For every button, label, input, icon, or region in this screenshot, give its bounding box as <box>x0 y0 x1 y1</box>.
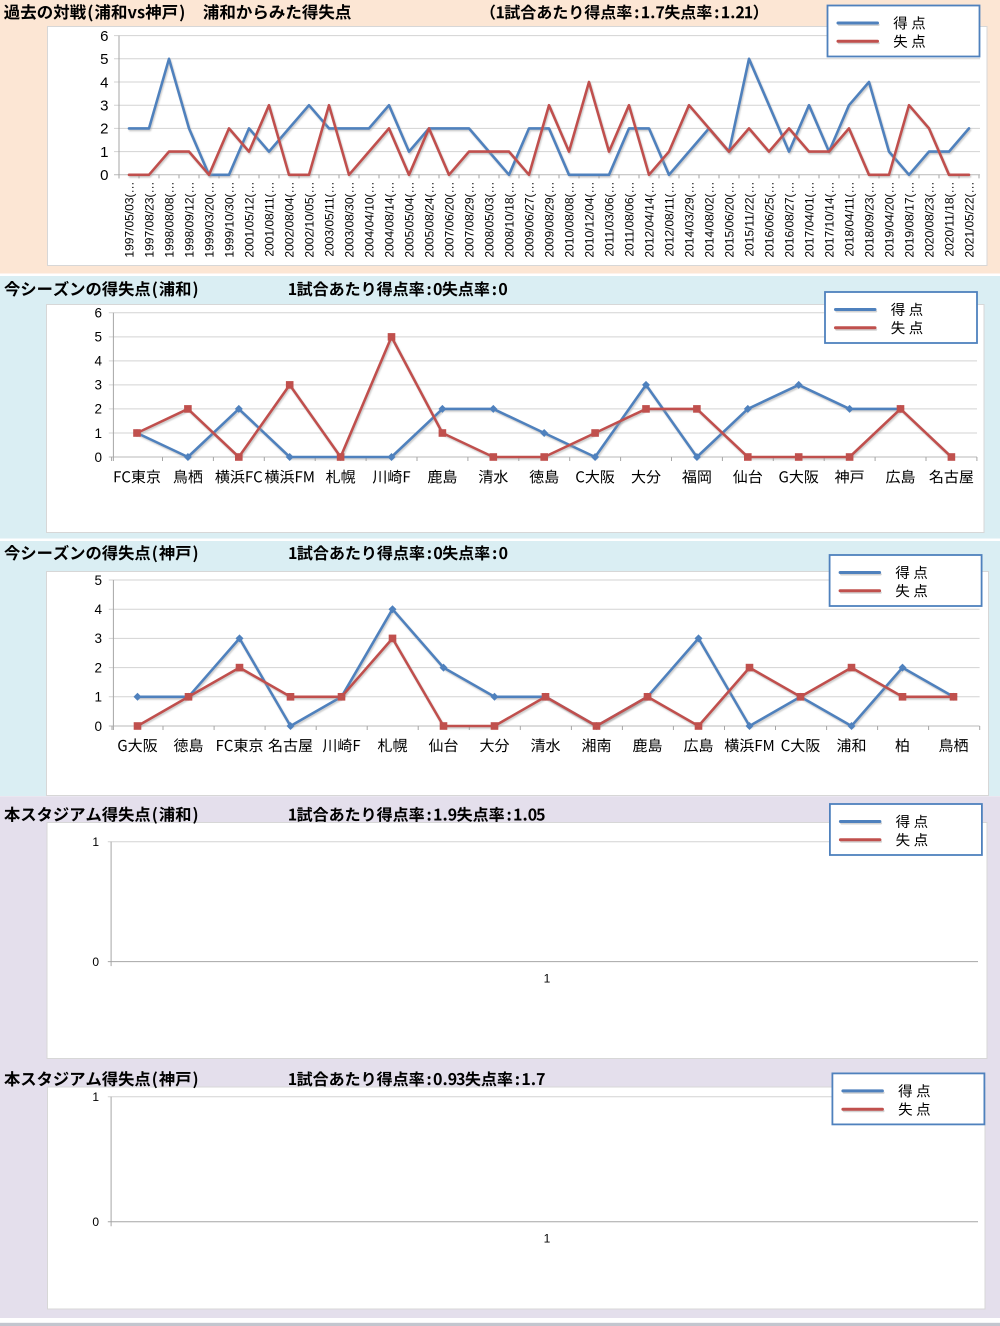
svg-text:2018/04/11(…: 2018/04/11(… <box>842 182 856 257</box>
svg-text:4: 4 <box>100 74 108 91</box>
svg-text:2004/04/10(…: 2004/04/10(… <box>362 182 376 258</box>
svg-text:2019/04/20(…: 2019/04/20(… <box>882 182 896 258</box>
svg-text:2005/05/04(…: 2005/05/04(… <box>402 182 416 258</box>
svg-text:1997/08/23(…: 1997/08/23(… <box>142 182 156 258</box>
svg-text:2014/08/02(…: 2014/08/02(… <box>702 182 716 258</box>
svg-text:2015/11/22(…: 2015/11/22(… <box>742 182 756 257</box>
svg-text:2015/06/20(…: 2015/06/20(… <box>722 182 736 258</box>
svg-text:2012/04/14(…: 2012/04/14(… <box>642 182 656 258</box>
svg-text:2016/08/27(…: 2016/08/27(… <box>782 182 796 258</box>
svg-text:1998/08/08(…: 1998/08/08(… <box>162 182 176 258</box>
svg-text:2002/08/04(…: 2002/08/04(… <box>282 182 296 258</box>
svg-text:2001/05/12(…: 2001/05/12(… <box>242 181 256 257</box>
svg-text:2001/08/11(…: 2001/08/11(… <box>262 182 276 257</box>
svg-text:1999/03/20(…: 1999/03/20(… <box>202 181 216 257</box>
svg-text:2007/06/20(…: 2007/06/20(… <box>442 182 456 258</box>
svg-text:2007/08/29(…: 2007/08/29(… <box>462 182 476 258</box>
svg-text:0: 0 <box>100 167 108 184</box>
svg-text:3: 3 <box>100 98 108 115</box>
svg-text:2018/09/23(…: 2018/09/23(… <box>862 182 876 258</box>
svg-text:2021/05/22(…: 2021/05/22(… <box>962 182 976 258</box>
svg-text:2020/08/23(…: 2020/08/23(… <box>922 182 936 258</box>
svg-text:2008/05/03(…: 2008/05/03(… <box>482 182 496 258</box>
svg-text:5: 5 <box>94 330 102 345</box>
svg-text:0: 0 <box>94 719 102 734</box>
svg-text:2003/08/30(…: 2003/08/30(… <box>342 182 356 258</box>
svg-text:2012/08/11(…: 2012/08/11(… <box>662 182 676 257</box>
svg-text:2020/11/18(…: 2020/11/18(… <box>942 182 956 257</box>
svg-text:1: 1 <box>544 971 551 985</box>
svg-text:1998/09/12(…: 1998/09/12(… <box>182 181 196 257</box>
svg-text:3: 3 <box>94 378 102 393</box>
svg-text:2017/10/14(…: 2017/10/14(… <box>822 182 836 258</box>
svg-text:2003/05/11(…: 2003/05/11(… <box>322 182 336 257</box>
svg-text:2002/10/05(…: 2002/10/05(… <box>302 182 316 258</box>
svg-text:2016/06/25(…: 2016/06/25(… <box>762 182 776 258</box>
svg-text:2017/04/01(…: 2017/04/01(… <box>802 182 816 258</box>
svg-text:0: 0 <box>92 955 99 969</box>
svg-text:2009/08/29(…: 2009/08/29(… <box>542 182 556 258</box>
svg-text:1: 1 <box>100 144 108 161</box>
svg-text:0: 0 <box>94 450 102 465</box>
svg-text:6: 6 <box>94 306 102 321</box>
svg-text:2: 2 <box>94 402 102 417</box>
svg-text:2: 2 <box>94 660 102 675</box>
svg-text:4: 4 <box>94 602 102 617</box>
svg-text:1: 1 <box>92 1090 99 1104</box>
svg-text:2009/06/27(…: 2009/06/27(… <box>522 182 536 258</box>
svg-text:6: 6 <box>100 28 108 45</box>
svg-text:1: 1 <box>94 426 102 441</box>
svg-text:2008/10/18(…: 2008/10/18(… <box>502 182 516 258</box>
svg-text:0: 0 <box>92 1215 99 1229</box>
svg-text:2014/03/29(…: 2014/03/29(… <box>682 182 696 258</box>
svg-text:2010/08/08(…: 2010/08/08(… <box>562 182 576 258</box>
svg-text:4: 4 <box>94 354 102 369</box>
svg-text:2011/08/06(…: 2011/08/06(… <box>622 182 636 257</box>
svg-text:2005/08/24(…: 2005/08/24(… <box>422 182 436 258</box>
svg-text:2019/08/17(…: 2019/08/17(… <box>902 182 916 258</box>
svg-text:5: 5 <box>100 51 108 68</box>
svg-text:2011/03/06(…: 2011/03/06(… <box>602 182 616 257</box>
svg-text:3: 3 <box>94 631 102 646</box>
svg-text:2010/12/04(…: 2010/12/04(… <box>582 182 596 258</box>
svg-text:2004/08/14(…: 2004/08/14(… <box>382 182 396 258</box>
svg-text:1999/10/30(…: 1999/10/30(… <box>222 181 236 257</box>
svg-text:1: 1 <box>94 690 102 705</box>
svg-text:1997/05/03(…: 1997/05/03(… <box>122 182 136 258</box>
svg-text:1: 1 <box>544 1232 551 1246</box>
svg-text:1: 1 <box>92 835 99 849</box>
svg-text:5: 5 <box>94 573 102 588</box>
svg-text:2: 2 <box>100 121 108 138</box>
